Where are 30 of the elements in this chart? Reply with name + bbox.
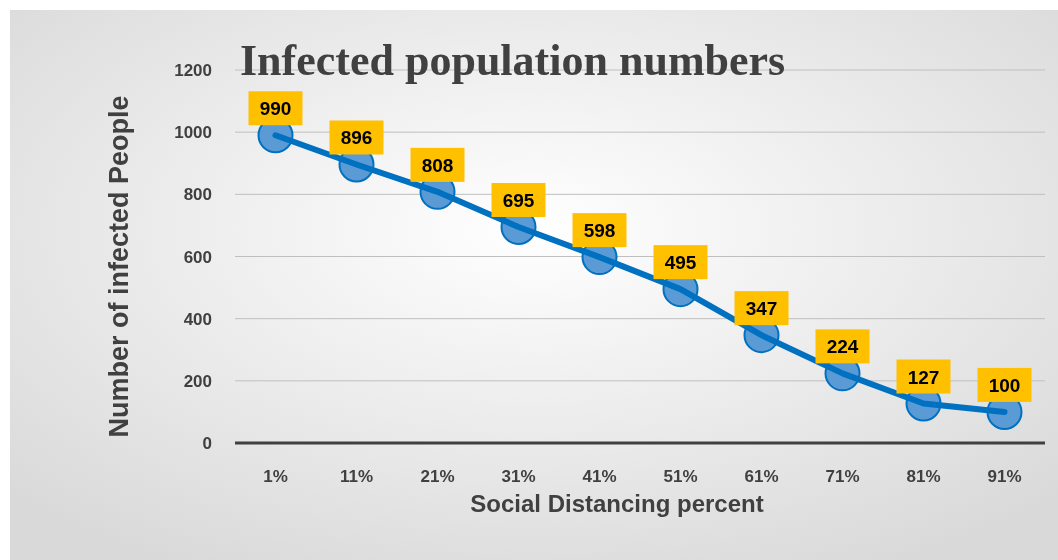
data-label: 100 (988, 374, 1021, 396)
data-label: 695 (502, 189, 535, 211)
data-label: 808 (421, 154, 454, 176)
x-axis-title: Social Distancing percent (470, 490, 764, 517)
data-label: 224 (826, 336, 859, 358)
y-tick-label: 800 (183, 185, 212, 205)
data-label: 347 (745, 298, 778, 320)
data-label: 127 (907, 366, 940, 388)
x-tick-label: 91% (987, 467, 1022, 486)
x-tick-label: 1% (263, 467, 288, 486)
x-tick-label: 71% (825, 467, 860, 486)
x-tick-label: 81% (906, 467, 941, 486)
x-tick-label: 51% (663, 467, 698, 486)
y-tick-label: 200 (183, 371, 212, 391)
y-tick-label: 1000 (174, 123, 212, 143)
y-tick-label: 400 (183, 309, 212, 329)
x-tick-label: 41% (582, 467, 617, 486)
x-tick-label: 61% (744, 467, 779, 486)
y-tick-label: 0 (202, 434, 212, 453)
y-axis-title: Number of infected People (104, 95, 134, 438)
data-label: 990 (259, 98, 292, 120)
y-tick-label: 1200 (174, 61, 212, 80)
y-tick-label: 600 (183, 247, 212, 267)
chart-title: Infected population numbers (240, 36, 786, 85)
data-label: 896 (340, 127, 373, 149)
x-tick-label: 31% (501, 467, 536, 486)
data-label: 598 (583, 220, 616, 242)
x-tick-label: 11% (339, 467, 374, 486)
data-label: 495 (664, 252, 697, 274)
x-tick-label: 21% (420, 467, 455, 486)
